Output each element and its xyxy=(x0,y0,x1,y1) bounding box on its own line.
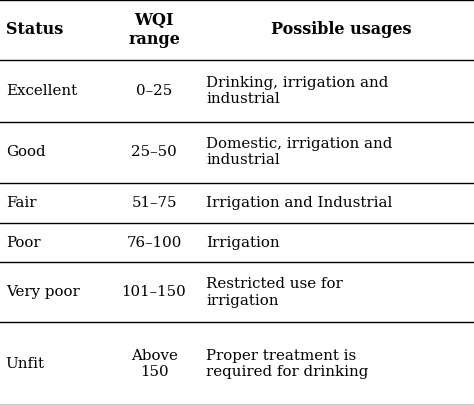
Text: WQI
range: WQI range xyxy=(128,12,180,48)
Text: 25–50: 25–50 xyxy=(131,145,177,159)
Text: Irrigation: Irrigation xyxy=(206,236,280,249)
Text: Unfit: Unfit xyxy=(6,357,45,371)
Text: Domestic, irrigation and
industrial: Domestic, irrigation and industrial xyxy=(206,137,392,167)
Text: Poor: Poor xyxy=(6,236,40,249)
Text: Fair: Fair xyxy=(6,196,36,210)
Text: Drinking, irrigation and
industrial: Drinking, irrigation and industrial xyxy=(206,76,389,106)
Text: Possible usages: Possible usages xyxy=(271,21,411,38)
Text: Status: Status xyxy=(6,21,63,38)
Text: 101–150: 101–150 xyxy=(122,286,186,299)
Text: Irrigation and Industrial: Irrigation and Industrial xyxy=(206,196,392,210)
Text: Above
150: Above 150 xyxy=(131,349,177,379)
Text: Good: Good xyxy=(6,145,46,159)
Text: 76–100: 76–100 xyxy=(127,236,182,249)
Text: Very poor: Very poor xyxy=(6,286,80,299)
Text: 0–25: 0–25 xyxy=(136,84,172,98)
Text: Excellent: Excellent xyxy=(6,84,77,98)
Text: Proper treatment is
required for drinking: Proper treatment is required for drinkin… xyxy=(206,349,369,379)
Text: Restricted use for
irrigation: Restricted use for irrigation xyxy=(206,277,343,307)
Text: 51–75: 51–75 xyxy=(131,196,177,210)
